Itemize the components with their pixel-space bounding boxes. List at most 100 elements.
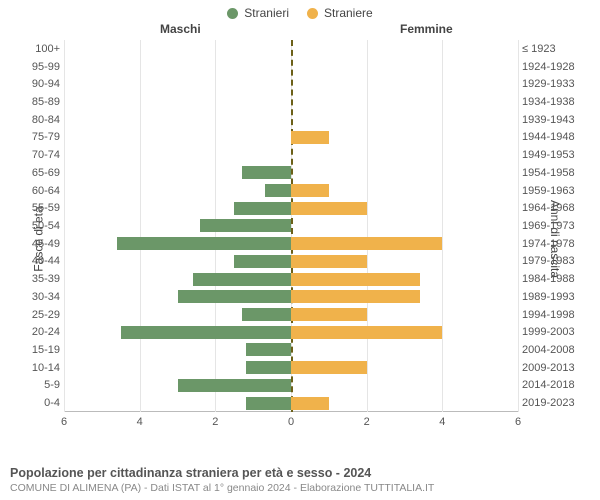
chart-title: Popolazione per cittadinanza straniera p… bbox=[10, 466, 590, 480]
legend-label-m: Stranieri bbox=[244, 6, 289, 20]
x-tick-label: 4 bbox=[439, 416, 445, 428]
bar-female bbox=[291, 326, 442, 339]
age-label: 5-9 bbox=[20, 379, 60, 391]
bar-female bbox=[291, 131, 329, 144]
bar-female bbox=[291, 202, 367, 215]
x-tick-label: 4 bbox=[137, 416, 143, 428]
age-row: 60-641959-1963 bbox=[64, 182, 518, 200]
bar-male bbox=[234, 255, 291, 268]
birth-year-label: 1979-1983 bbox=[522, 255, 590, 267]
legend: Stranieri Straniere bbox=[0, 0, 600, 22]
plot-area: 100+≤ 192395-991924-192890-941929-193385… bbox=[64, 40, 518, 412]
bar-male bbox=[193, 273, 291, 286]
age-label: 35-39 bbox=[20, 273, 60, 285]
birth-year-label: 1999-2003 bbox=[522, 326, 590, 338]
birth-year-label: 2019-2023 bbox=[522, 397, 590, 409]
x-tick-label: 2 bbox=[364, 416, 370, 428]
age-row: 50-541969-1973 bbox=[64, 217, 518, 235]
age-label: 15-19 bbox=[20, 344, 60, 356]
birth-year-label: 1984-1988 bbox=[522, 273, 590, 285]
birth-year-label: ≤ 1923 bbox=[522, 43, 590, 55]
bar-female bbox=[291, 237, 442, 250]
age-row: 0-42019-2023 bbox=[64, 394, 518, 412]
age-row: 80-841939-1943 bbox=[64, 111, 518, 129]
age-label: 55-59 bbox=[20, 202, 60, 214]
bar-female bbox=[291, 290, 420, 303]
bar-male bbox=[246, 361, 291, 374]
age-label: 80-84 bbox=[20, 114, 60, 126]
legend-swatch-f bbox=[307, 8, 318, 19]
birth-year-label: 2009-2013 bbox=[522, 362, 590, 374]
bar-male bbox=[242, 166, 291, 179]
x-axis-ticks: 6 4 2 0 2 4 6 bbox=[64, 416, 518, 430]
column-headers: Maschi Femmine bbox=[0, 22, 600, 38]
bar-male bbox=[246, 343, 291, 356]
age-label: 50-54 bbox=[20, 220, 60, 232]
legend-label-f: Straniere bbox=[324, 6, 373, 20]
age-label: 0-4 bbox=[20, 397, 60, 409]
age-row: 15-192004-2008 bbox=[64, 341, 518, 359]
age-label: 40-44 bbox=[20, 255, 60, 267]
age-row: 55-591964-1968 bbox=[64, 199, 518, 217]
age-row: 40-441979-1983 bbox=[64, 253, 518, 271]
birth-year-label: 1944-1948 bbox=[522, 131, 590, 143]
age-row: 5-92014-2018 bbox=[64, 377, 518, 395]
gridline bbox=[518, 40, 519, 412]
bar-male bbox=[200, 219, 291, 232]
birth-year-label: 1924-1928 bbox=[522, 61, 590, 73]
bar-male bbox=[242, 308, 291, 321]
legend-swatch-m bbox=[227, 8, 238, 19]
age-label: 70-74 bbox=[20, 149, 60, 161]
birth-year-label: 1969-1973 bbox=[522, 220, 590, 232]
x-tick-label: 2 bbox=[212, 416, 218, 428]
birth-year-label: 1959-1963 bbox=[522, 185, 590, 197]
x-tick-label: 6 bbox=[61, 416, 67, 428]
bar-male bbox=[178, 290, 292, 303]
birth-year-label: 1929-1933 bbox=[522, 78, 590, 90]
age-row: 20-241999-2003 bbox=[64, 323, 518, 341]
bar-male bbox=[121, 326, 291, 339]
age-label: 20-24 bbox=[20, 326, 60, 338]
age-row: 90-941929-1933 bbox=[64, 75, 518, 93]
header-maschi: Maschi bbox=[160, 22, 201, 36]
age-label: 60-64 bbox=[20, 185, 60, 197]
age-row: 45-491974-1978 bbox=[64, 235, 518, 253]
age-row: 30-341989-1993 bbox=[64, 288, 518, 306]
bar-female bbox=[291, 308, 367, 321]
bar-female bbox=[291, 397, 329, 410]
age-label: 95-99 bbox=[20, 61, 60, 73]
age-label: 45-49 bbox=[20, 238, 60, 250]
birth-year-label: 1954-1958 bbox=[522, 167, 590, 179]
bar-female bbox=[291, 361, 367, 374]
birth-year-label: 2014-2018 bbox=[522, 379, 590, 391]
birth-year-label: 1934-1938 bbox=[522, 96, 590, 108]
birth-year-label: 1994-1998 bbox=[522, 309, 590, 321]
age-row: 10-142009-2013 bbox=[64, 359, 518, 377]
age-label: 85-89 bbox=[20, 96, 60, 108]
bar-male bbox=[234, 202, 291, 215]
age-row: 35-391984-1988 bbox=[64, 270, 518, 288]
bar-male bbox=[117, 237, 291, 250]
header-femmine: Femmine bbox=[400, 22, 453, 36]
age-label: 90-94 bbox=[20, 78, 60, 90]
age-label: 25-29 bbox=[20, 309, 60, 321]
bar-male bbox=[246, 397, 291, 410]
bar-female bbox=[291, 184, 329, 197]
x-tick-label: 0 bbox=[288, 416, 294, 428]
bar-female bbox=[291, 255, 367, 268]
chart: Fasce di età Anni di nascita 100+≤ 19239… bbox=[0, 40, 600, 438]
x-tick-label: 6 bbox=[515, 416, 521, 428]
birth-year-label: 1964-1968 bbox=[522, 202, 590, 214]
legend-item-f: Straniere bbox=[307, 6, 373, 20]
age-row: 25-291994-1998 bbox=[64, 306, 518, 324]
age-label: 100+ bbox=[20, 43, 60, 55]
age-row: 70-741949-1953 bbox=[64, 146, 518, 164]
bar-female bbox=[291, 273, 420, 286]
chart-subtitle: COMUNE DI ALIMENA (PA) - Dati ISTAT al 1… bbox=[10, 482, 590, 494]
bar-male bbox=[178, 379, 292, 392]
age-row: 85-891934-1938 bbox=[64, 93, 518, 111]
birth-year-label: 1989-1993 bbox=[522, 291, 590, 303]
birth-year-label: 1939-1943 bbox=[522, 114, 590, 126]
birth-year-label: 2004-2008 bbox=[522, 344, 590, 356]
birth-year-label: 1974-1978 bbox=[522, 238, 590, 250]
